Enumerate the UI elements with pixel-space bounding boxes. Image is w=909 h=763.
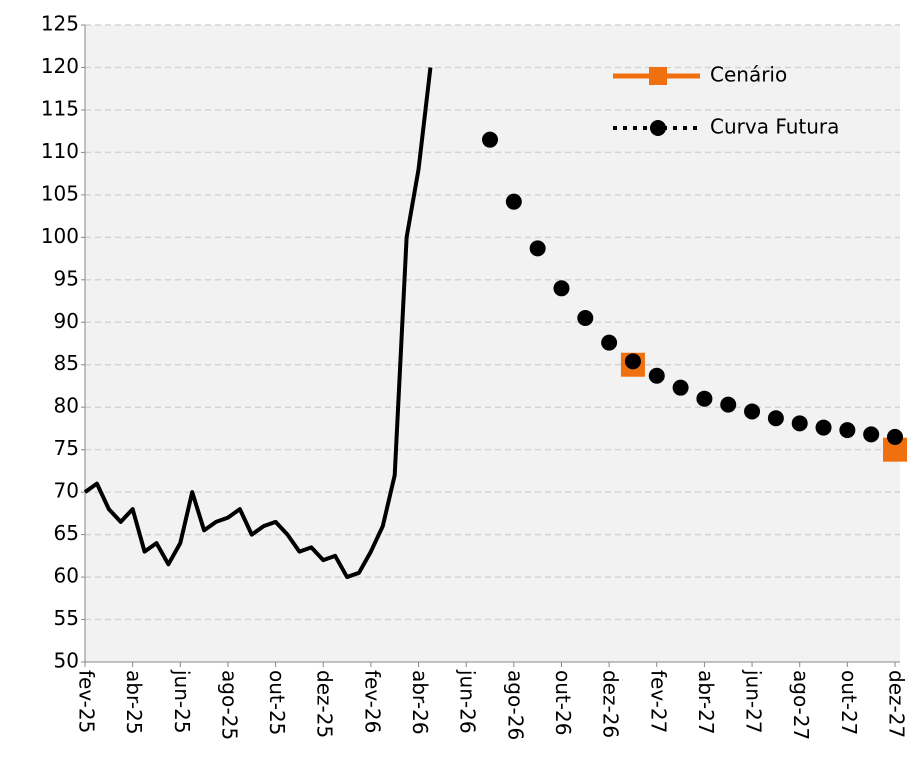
x-tick-label: out-27 <box>837 670 861 735</box>
x-tick-label: ago-26 <box>503 670 527 740</box>
legend-label: Cenário <box>710 63 787 87</box>
future-point <box>887 428 903 445</box>
x-tick-label: dez-25 <box>313 670 337 738</box>
y-tick-label: 90 <box>54 309 79 333</box>
y-tick-label: 60 <box>54 564 79 588</box>
future-point <box>601 334 618 351</box>
future-point <box>482 131 498 148</box>
y-tick-label: 125 <box>41 12 79 36</box>
y-tick-label: 65 <box>54 521 79 545</box>
future-point <box>624 353 641 370</box>
x-tick-label: fev-27 <box>646 670 670 733</box>
y-tick-label: 95 <box>54 266 79 290</box>
x-tick-label: abr-25 <box>122 670 146 735</box>
plot-area <box>85 25 900 662</box>
future-point <box>648 367 665 384</box>
y-tick-label: 110 <box>41 139 79 163</box>
x-tick-label: fev-26 <box>360 670 384 733</box>
x-tick-label: dez-27 <box>885 670 909 738</box>
x-tick-label: abr-26 <box>408 670 432 735</box>
y-tick-label: 100 <box>41 224 79 248</box>
future-point <box>815 419 832 436</box>
future-point <box>791 415 808 432</box>
future-point <box>767 410 784 427</box>
y-tick-label: 105 <box>41 181 79 205</box>
y-tick-label: 70 <box>54 479 79 503</box>
legend-marker <box>650 120 666 136</box>
y-tick-label: 120 <box>41 54 79 78</box>
x-tick-label: out-26 <box>551 670 575 735</box>
future-point <box>839 422 856 439</box>
future-point <box>505 193 522 210</box>
future-point <box>696 390 713 407</box>
future-point <box>744 403 761 420</box>
future-point <box>577 310 594 327</box>
y-tick-label: 75 <box>54 436 79 460</box>
y-tick-label: 115 <box>41 96 79 120</box>
x-tick-label: ago-27 <box>789 670 813 740</box>
x-tick-label: abr-27 <box>694 670 718 735</box>
x-tick-label: jun-27 <box>742 669 766 734</box>
x-tick-label: jun-25 <box>170 669 194 734</box>
future-point <box>553 280 570 297</box>
y-tick-label: 50 <box>54 649 79 673</box>
y-tick-label: 85 <box>54 351 79 375</box>
x-tick-label: out-25 <box>265 670 289 735</box>
x-tick-label: dez-26 <box>599 670 623 738</box>
future-point <box>672 379 689 396</box>
future-point <box>863 426 880 443</box>
legend-marker <box>649 67 667 85</box>
price-line <box>83 67 433 580</box>
x-tick-label: fev-25 <box>75 670 99 733</box>
y-tick-label: 80 <box>54 394 79 418</box>
future-point <box>529 240 546 257</box>
x-tick-label: ago-25 <box>217 670 241 740</box>
x-tick-label: jun-26 <box>456 669 480 734</box>
future-point <box>720 396 737 413</box>
y-tick-label: 55 <box>54 606 79 630</box>
legend-label: Curva Futura <box>710 115 839 139</box>
